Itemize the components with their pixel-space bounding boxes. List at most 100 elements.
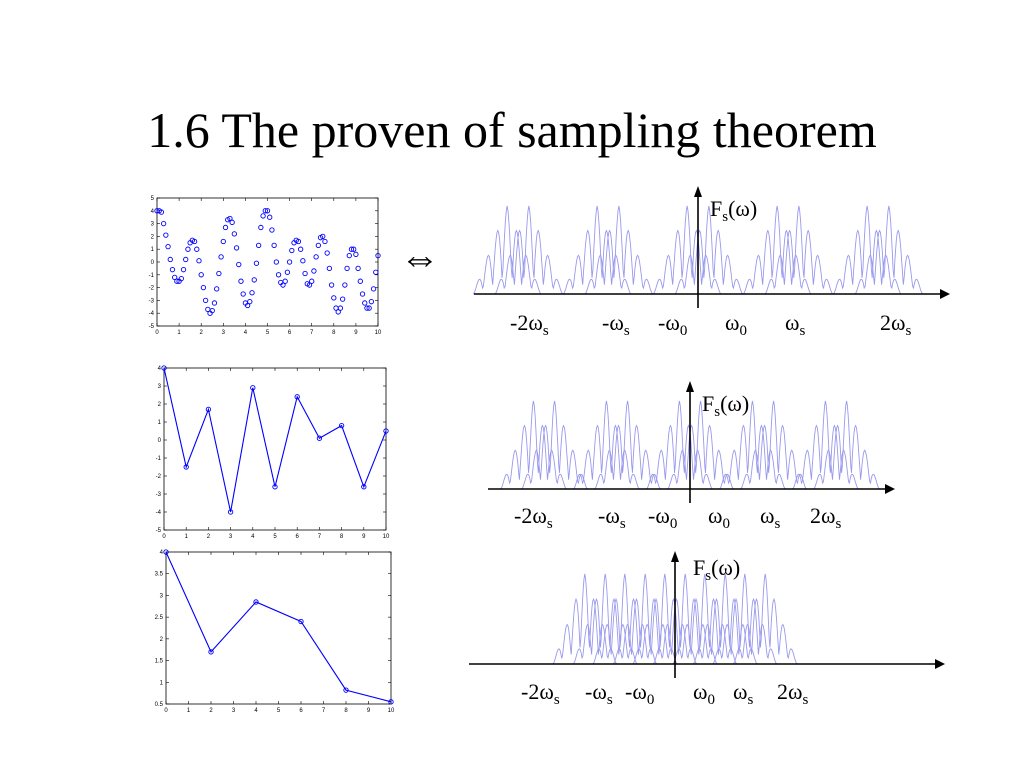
data-point: [355, 265, 361, 272]
spectrum-lobe: [521, 400, 588, 490]
y-tick-label: -3: [156, 492, 162, 498]
magnitude-axis-arrowhead: [671, 551, 679, 562]
x-tick-label: 0: [164, 708, 168, 714]
x-tick-label: 10: [375, 330, 382, 336]
y-tick-label: 4: [158, 366, 162, 372]
frequency-label: 2ωs: [880, 310, 911, 339]
data-point: [218, 254, 224, 260]
data-point: [359, 291, 366, 297]
spectrum-lobe: [732, 573, 798, 665]
data-point: [244, 302, 251, 309]
spectrum-copy: [632, 573, 718, 665]
data-point: [229, 219, 235, 225]
data-point: [163, 549, 169, 555]
x-tick-label: 2: [207, 534, 211, 540]
data-point: [253, 599, 259, 605]
data-point: [362, 300, 368, 306]
y-tick-label: 5: [151, 196, 155, 202]
y-tick-label: 3: [158, 384, 162, 390]
spectrum-lobe: [552, 573, 618, 665]
spectrum-lobe: [652, 573, 718, 665]
frequency-label: -2ωs: [510, 310, 549, 339]
data-point: [361, 484, 367, 490]
data-point: [326, 265, 333, 272]
x-tick-label: 8: [340, 534, 344, 540]
spectrum-middle: Fs(ω) -2ωs -ωs -ω0 ω0 ωs 2ωs: [480, 375, 900, 540]
x-tick-label: 10: [383, 534, 390, 540]
x-tick-label: 6: [296, 534, 300, 540]
spectrum-top: Fs(ω) -2ωs -ωs -ω0 ω0 ωs 2ωs: [470, 180, 950, 355]
data-point: [262, 208, 268, 214]
data-point: [328, 282, 335, 288]
data-point: [348, 246, 355, 252]
frequency-label: -ωs: [602, 310, 630, 339]
x-tick-label: 3: [222, 330, 226, 336]
data-point: [160, 220, 167, 227]
spectrum-lobe: [612, 573, 678, 665]
data-point: [178, 275, 184, 282]
spectrum-lobe: [652, 205, 722, 295]
data-point: [357, 278, 363, 284]
spectrum-copy: [562, 205, 654, 295]
data-point: [264, 208, 271, 214]
plot-sparse-samples-svg: 0 1 2 3 4 5 6 7 8 9 10 4 3.5 3 2.5 2 1.5 1 0.5: [155, 549, 395, 714]
spectrum-lobe: [584, 205, 654, 295]
data-point: [272, 484, 278, 490]
y-tick-label: 2: [160, 637, 164, 643]
data-point: [167, 256, 173, 263]
data-point: [251, 277, 257, 283]
spectrum-lobe: [792, 400, 859, 490]
spectrum-lobe: [813, 400, 880, 490]
data-point: [185, 246, 191, 252]
data-point: [316, 435, 323, 441]
spectrum-lobe: [494, 205, 564, 295]
x-tick-label: 6: [288, 330, 292, 336]
data-point: [211, 300, 218, 306]
data-point: [183, 464, 189, 470]
y-tick-label: 2: [158, 402, 162, 408]
x-tick-label: 5: [266, 330, 270, 336]
data-point: [331, 295, 337, 301]
spectrum-ylabel: Fs(ω): [702, 391, 749, 420]
slide-title: 1.6 The proven of sampling theorem: [147, 102, 877, 158]
y-tick-label: -1: [149, 273, 155, 279]
spectrum-lobe: [832, 205, 902, 295]
data-point: [205, 406, 212, 413]
data-point: [273, 259, 279, 265]
data-point: [227, 215, 233, 222]
spectrum-copy: [719, 400, 807, 490]
y-tick-label: -5: [149, 324, 155, 330]
y-tick-label: 3: [151, 222, 155, 228]
frequency-label: -2ωs: [514, 503, 553, 532]
x-tick-label: 6: [299, 708, 303, 714]
frequency-label: -ωs: [598, 503, 626, 532]
spectrum-lobe: [740, 400, 807, 490]
data-point: [375, 252, 381, 259]
spectrum-lobe: [719, 400, 786, 490]
y-tick-label: -4: [149, 311, 155, 317]
x-tick-label: 10: [388, 708, 395, 714]
spectrum-lobe: [692, 573, 758, 665]
spectrum-copy: [652, 205, 744, 295]
x-tick-label: 3: [229, 534, 233, 540]
data-point: [388, 699, 394, 705]
x-tick-label: 1: [177, 330, 181, 336]
data-point: [256, 242, 262, 249]
y-tick-label: -1: [156, 456, 162, 462]
data-point: [180, 267, 187, 273]
series-line: [163, 367, 387, 513]
frequency-label: 2ωs: [810, 503, 841, 532]
data-point: [282, 278, 288, 284]
data-point: [313, 254, 319, 260]
data-point: [240, 291, 246, 297]
data-point: [247, 299, 253, 305]
data-point: [253, 260, 260, 266]
frequency-label: ω0: [693, 679, 715, 708]
spectrum-middle-svg: Fs(ω) -2ωs -ωs -ω0 ω0 ωs 2ωs: [488, 381, 895, 532]
data-point: [202, 297, 209, 304]
x-tick-label: 0: [162, 534, 166, 540]
data-point: [339, 296, 346, 302]
data-point: [383, 428, 389, 434]
data-point: [275, 272, 282, 278]
data-point: [227, 509, 234, 515]
